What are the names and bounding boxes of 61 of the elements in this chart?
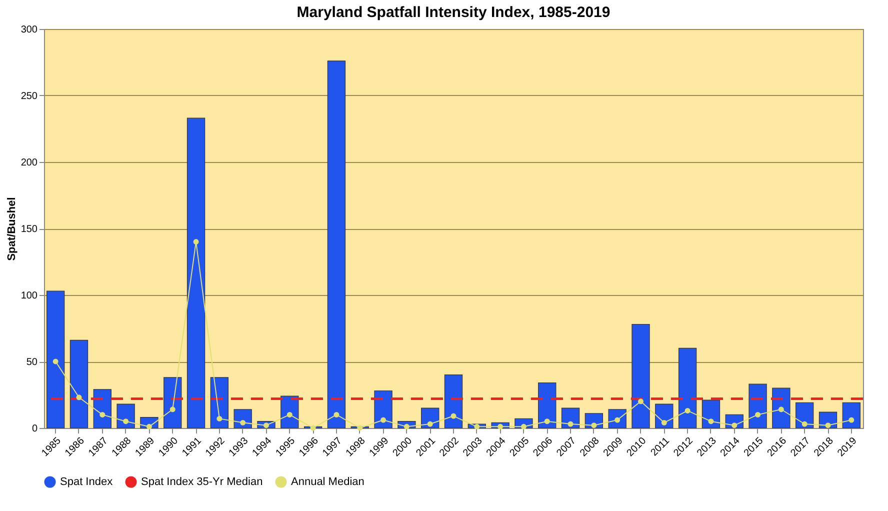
point [802, 421, 808, 427]
point [450, 413, 456, 419]
bar [772, 388, 790, 428]
point [755, 412, 761, 418]
bar [46, 290, 65, 428]
bar [748, 384, 767, 428]
bar [842, 402, 860, 428]
point [591, 422, 597, 428]
point [520, 424, 526, 430]
point [357, 425, 363, 431]
bar [327, 60, 346, 428]
bar [93, 389, 112, 428]
point [76, 394, 82, 400]
point [52, 358, 58, 364]
point [146, 424, 152, 430]
y-tick-label: 150 [20, 224, 38, 235]
bar [116, 404, 135, 428]
point [778, 406, 784, 412]
point [825, 422, 831, 428]
y-tick-label: 50 [26, 357, 38, 368]
y-tick-label: 100 [20, 290, 38, 302]
point [310, 425, 316, 431]
point [100, 412, 106, 418]
legend-label: Spat Index [60, 476, 114, 488]
point [708, 418, 714, 424]
y-tick-label: 250 [20, 91, 38, 102]
chart-title: Maryland Spatfall Intensity Index, 1985-2019 [296, 4, 610, 21]
bar [632, 324, 650, 428]
legend-label: Annual Median [291, 476, 364, 488]
point [684, 408, 690, 414]
point [123, 418, 129, 424]
bar [678, 348, 697, 428]
bar [186, 118, 206, 428]
legend-label: Spat Index 35-Yr Median [141, 476, 263, 488]
bar [538, 382, 556, 428]
point [568, 421, 574, 427]
point [286, 412, 292, 418]
point [732, 422, 738, 428]
point [216, 416, 222, 422]
point [474, 424, 480, 430]
point [544, 418, 550, 424]
point [661, 420, 667, 426]
bar [796, 402, 814, 428]
point [380, 417, 386, 423]
point [240, 420, 246, 426]
bar [444, 374, 463, 428]
y-tick-label: 300 [20, 24, 38, 36]
point [170, 406, 176, 412]
bar [561, 408, 580, 428]
point [193, 239, 199, 245]
y-tick-label: 200 [20, 158, 38, 168]
bar [655, 404, 674, 428]
point [334, 412, 340, 418]
bar [70, 340, 88, 428]
bar [702, 400, 720, 428]
point [638, 398, 644, 404]
point [427, 421, 433, 427]
y-tick-label: 0 [32, 424, 38, 434]
point [848, 417, 854, 423]
bar [164, 377, 182, 428]
y-axis-title: Spat/Bushel [6, 197, 18, 261]
